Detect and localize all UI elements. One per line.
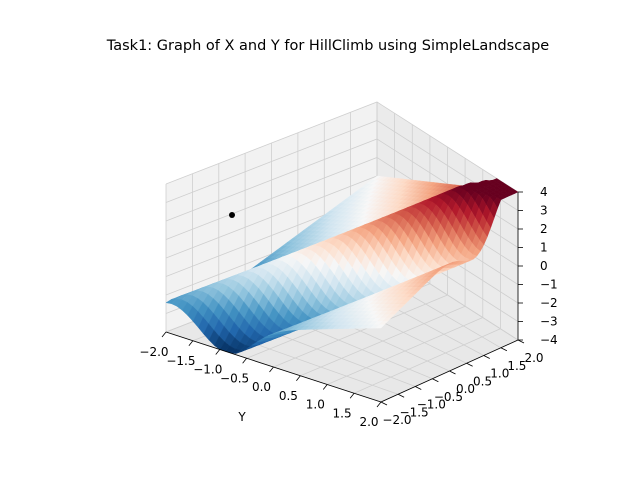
x-tick-mark <box>500 347 508 352</box>
markers <box>229 212 235 218</box>
x-tick-mark <box>483 355 490 359</box>
z-tick-label: −4 <box>540 333 558 347</box>
y-axis-label: Y <box>237 410 246 424</box>
surface-plot <box>165 175 519 354</box>
z-tick-label: −3 <box>540 315 558 329</box>
x-tick-label: −0.5 <box>434 390 463 404</box>
x-tick-label: 1.5 <box>507 359 526 373</box>
tick-labels: −2.0−1.5−1.0−0.50.00.51.01.52.0 −2.0−1.5−… <box>139 185 557 429</box>
y-tick-label: 1.5 <box>333 406 352 420</box>
y-tick-label: 0.5 <box>279 389 298 403</box>
y-tick-mark <box>215 349 221 355</box>
x-tick-mark <box>432 378 439 383</box>
y-tick-label: −0.5 <box>220 371 249 385</box>
x-tick-label: −1.0 <box>417 398 446 412</box>
z-tick-label: 3 <box>540 204 548 218</box>
x-tick-mark <box>380 401 388 406</box>
y-tick-label: 0.0 <box>252 380 271 394</box>
x-tick-label: 0.5 <box>473 374 492 388</box>
x-tick-label: −1.5 <box>400 405 429 419</box>
x-tick-mark <box>466 362 473 367</box>
y-tick-mark <box>188 340 194 346</box>
x-tick-label: −2.0 <box>382 413 411 427</box>
y-tick-label: −2.0 <box>139 345 168 359</box>
x-tick-mark <box>415 386 422 390</box>
grid-line-floor <box>353 328 501 394</box>
z-tick-label: −2 <box>540 296 558 310</box>
y-tick-mark <box>322 384 328 390</box>
x-tick-mark <box>397 393 405 398</box>
y-tick-mark <box>269 366 274 373</box>
x-tick-label: 2.0 <box>524 351 543 365</box>
z-tick-label: 4 <box>540 185 548 199</box>
grid-line-floor <box>273 294 448 368</box>
y-tick-label: −1.5 <box>166 354 195 368</box>
chart-title: Task1: Graph of X and Y for HillClimb us… <box>106 38 549 54</box>
y-tick-label: −1.0 <box>193 363 222 377</box>
grid-line-floor <box>327 317 483 385</box>
x-tick-mark <box>449 370 456 375</box>
y-tick-mark <box>242 358 247 364</box>
grid-line-floor <box>300 305 466 377</box>
surface-patch <box>375 324 385 329</box>
z-tick-label: 0 <box>540 259 548 273</box>
y-tick-mark <box>296 375 301 381</box>
y-tick-mark <box>349 393 355 399</box>
z-tick-label: 2 <box>540 222 548 236</box>
y-tick-mark <box>161 331 167 338</box>
z-tick-label: 1 <box>540 241 548 255</box>
x-tick-label: 0.0 <box>456 382 475 396</box>
z-tick-label: −1 <box>540 278 558 292</box>
grid-line-z <box>165 120 519 211</box>
y-tick-label: 1.0 <box>306 398 325 412</box>
y-tick-mark <box>376 401 382 408</box>
x-tick-label: 1.0 <box>490 367 509 381</box>
grid-line-z <box>165 101 519 193</box>
y-tick-label: 2.0 <box>359 415 378 429</box>
x-tick-mark <box>517 339 525 344</box>
marker-dot <box>229 212 235 218</box>
